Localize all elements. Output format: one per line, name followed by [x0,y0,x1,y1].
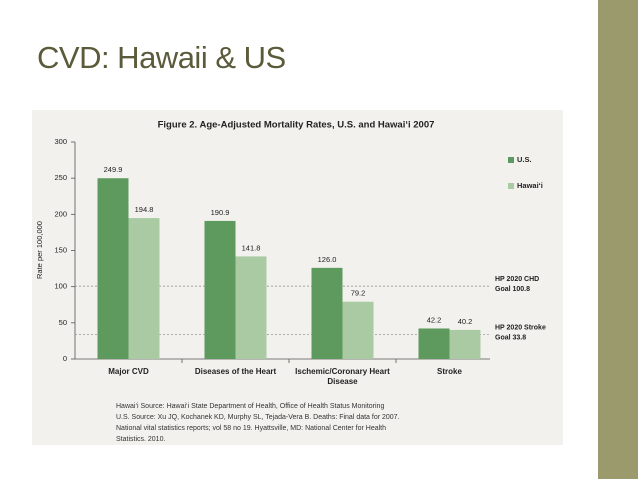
chart-title: Figure 2. Age-Adjusted Mortality Rates, … [158,120,435,131]
y-axis-label: Rate per 100,000 [35,221,44,279]
slide-title: CVD: Hawaii & US [37,40,286,75]
bar [311,267,343,359]
value-label: 190.9 [211,208,230,217]
source-note: Statistics. 2010. [116,436,166,443]
value-label: 40.2 [458,317,473,326]
bar [342,301,374,359]
reference-label: HP 2020 Stroke [495,324,546,331]
source-note: National vital statistics reports; vol 5… [116,425,387,432]
value-label: 126.0 [318,255,337,264]
source-note: Hawai‘i Source: Hawai‘i State Department… [116,403,385,410]
bar [128,218,160,359]
value-label: 42.2 [427,315,442,324]
x-tick-label: Major CVD [108,367,149,376]
legend-label: Hawai‘i [517,181,543,190]
bar [449,329,481,359]
reference-label: Goal 33.8 [495,334,526,341]
x-tick-label: Ischemic/Coronary Heart Disease [295,367,390,386]
legend-swatch [508,157,514,163]
x-tick-label: Diseases of the Heart [194,367,277,376]
y-tick-label: 250 [54,173,67,182]
bar [97,178,129,359]
source-note: U.S. Source: Xu JQ, Kochanek KD, Murphy … [116,414,400,421]
y-tick-label: 200 [54,209,67,218]
y-tick-label: 100 [54,282,67,291]
y-tick-label: 0 [63,354,67,363]
reference-label: Goal 100.8 [495,286,530,293]
bar [204,220,236,359]
reference-label: HP 2020 CHD [495,276,539,283]
value-label: 79.2 [351,289,366,298]
y-tick-label: 300 [54,137,67,146]
legend-label: U.S. [517,155,532,164]
bar [418,328,450,359]
x-tick-label: Stroke [437,367,462,376]
y-tick-label: 150 [54,245,67,254]
value-label: 194.8 [135,205,154,214]
value-label: 249.9 [104,165,123,174]
legend-swatch [508,183,514,189]
y-tick-label: 50 [59,318,67,327]
bar [235,256,267,359]
side-bar [598,0,638,479]
value-label: 141.8 [242,243,261,252]
